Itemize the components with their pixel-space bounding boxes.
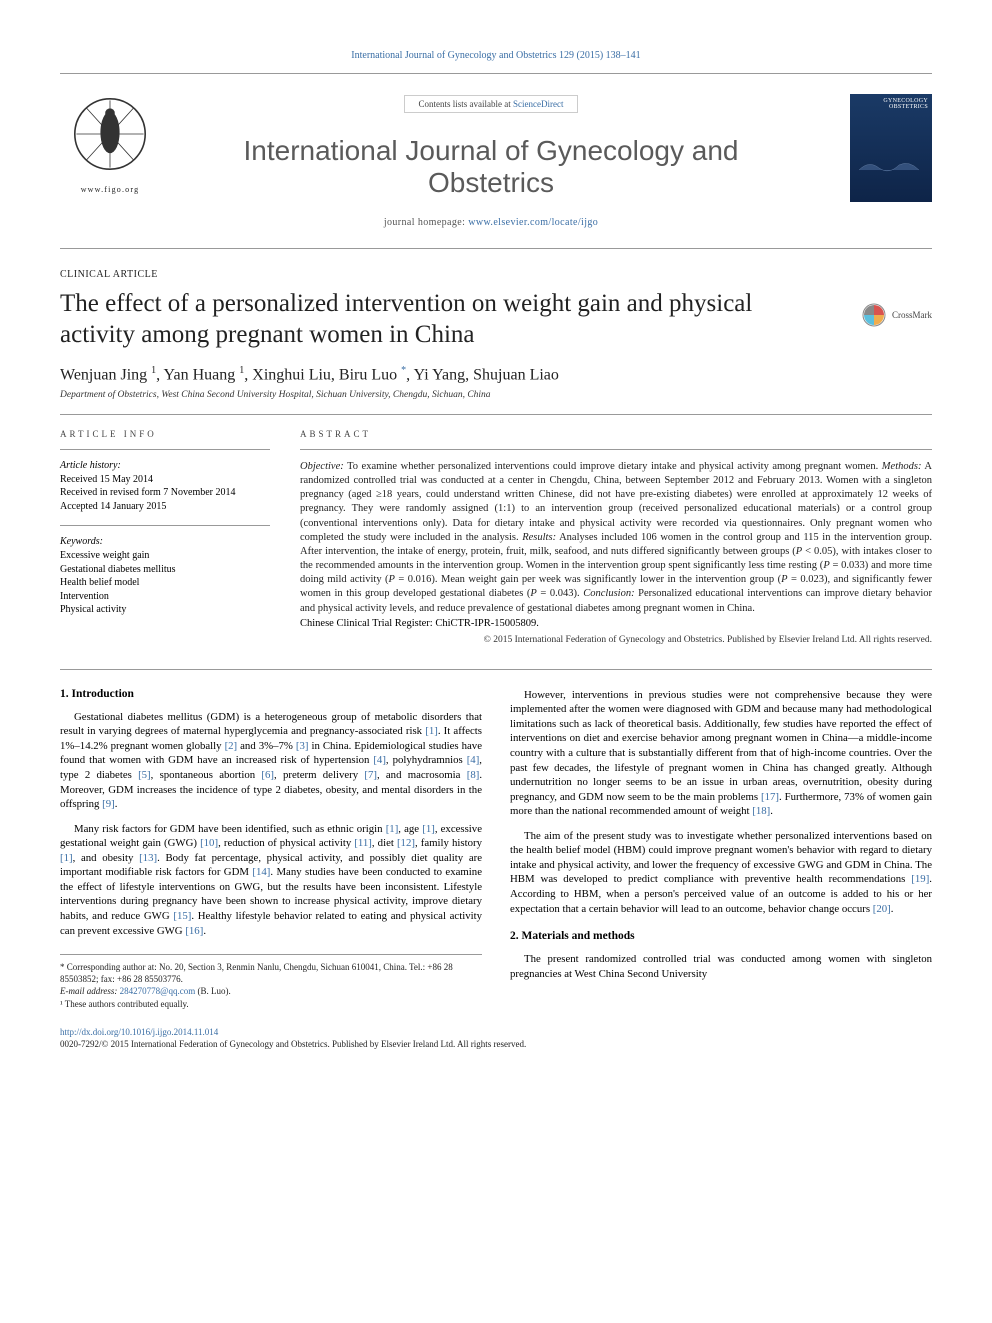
keyword: Excessive weight gain: [60, 549, 270, 563]
contents-box: Contents lists available at ScienceDirec…: [404, 95, 579, 113]
abstract-copyright: © 2015 International Federation of Gynec…: [300, 635, 932, 645]
authors-line: Wenjuan Jing 1, Yan Huang 1, Xinghui Liu…: [60, 365, 932, 384]
email-who: (B. Luo).: [195, 986, 231, 996]
crossmark-label: CrossMark: [892, 310, 932, 320]
crossmark-badge[interactable]: CrossMark: [862, 303, 932, 327]
homepage-link[interactable]: www.elsevier.com/locate/ijgo: [468, 217, 598, 228]
section-2-heading: 2. Materials and methods: [510, 930, 932, 942]
affiliation: Department of Obstetrics, West China Sec…: [60, 390, 932, 400]
para: Many risk factors for GDM have been iden…: [60, 822, 482, 939]
email-footnote: E-mail address: 284270778@qq.com (B. Luo…: [60, 985, 482, 997]
figo-logo-icon: [70, 94, 150, 174]
registry-line: Chinese Clinical Trial Register: ChiCTR-…: [300, 618, 932, 629]
crossmark-icon: [862, 303, 886, 327]
doi-link[interactable]: http://dx.doi.org/10.1016/j.ijgo.2014.11…: [60, 1027, 218, 1037]
body-col-right: However, interventions in previous studi…: [510, 688, 932, 1010]
top-citation-link[interactable]: International Journal of Gynecology and …: [351, 50, 640, 61]
equal-contrib-footnote: ¹ These authors contributed equally.: [60, 998, 482, 1010]
keyword: Intervention: [60, 590, 270, 604]
section-label: CLINICAL ARTICLE: [60, 269, 932, 280]
history-line: Received in revised form 7 November 2014: [60, 486, 270, 500]
history-line: Received 15 May 2014: [60, 473, 270, 487]
issn-copyright: 0020-7292/© 2015 International Federatio…: [60, 1039, 526, 1049]
abstract-heading: abstract: [300, 429, 932, 439]
keyword: Physical activity: [60, 603, 270, 617]
history-label: Article history:: [60, 460, 270, 471]
sciencedirect-link[interactable]: ScienceDirect: [513, 99, 563, 109]
para: The aim of the present study was to inve…: [510, 829, 932, 916]
history-line: Accepted 14 January 2015: [60, 500, 270, 514]
cover-map-icon: [854, 150, 924, 190]
corresponding-footnote: * Corresponding author at: No. 20, Secti…: [60, 961, 482, 985]
journal-cover-thumb: GYNECOLOGY OBSTETRICS: [850, 94, 932, 202]
para: However, interventions in previous studi…: [510, 688, 932, 819]
journal-name: International Journal of Gynecology and …: [180, 135, 802, 199]
page: International Journal of Gynecology and …: [0, 0, 992, 1090]
masthead-center: Contents lists available at ScienceDirec…: [180, 94, 802, 228]
keyword: Gestational diabetes mellitus: [60, 563, 270, 577]
article-info-heading: article info: [60, 429, 270, 439]
homepage-prefix: journal homepage:: [384, 217, 468, 228]
footnotes: * Corresponding author at: No. 20, Secti…: [60, 954, 482, 1010]
info-abstract-row: article info Article history: Received 1…: [60, 414, 932, 645]
section-1-heading: 1. Introduction: [60, 688, 482, 700]
para: The present randomized controlled trial …: [510, 952, 932, 981]
email-label: E-mail address:: [60, 986, 117, 996]
abstract-text: Objective: To examine whether personaliz…: [300, 460, 932, 616]
journal-homepage: journal homepage: www.elsevier.com/locat…: [180, 217, 802, 228]
contents-prefix: Contents lists available at: [419, 99, 513, 109]
body-col-left: 1. Introduction Gestational diabetes mel…: [60, 688, 482, 1010]
cover-title: GYNECOLOGY OBSTETRICS: [854, 98, 928, 110]
keyword: Health belief model: [60, 576, 270, 590]
article-info-block: article info Article history: Received 1…: [60, 429, 270, 645]
para: Gestational diabetes mellitus (GDM) is a…: [60, 710, 482, 812]
figo-logo-block: www.figo.org: [60, 94, 160, 194]
top-citation: International Journal of Gynecology and …: [60, 50, 932, 61]
page-footer: http://dx.doi.org/10.1016/j.ijgo.2014.11…: [60, 1026, 932, 1050]
figo-url[interactable]: www.figo.org: [60, 185, 160, 194]
masthead: www.figo.org Contents lists available at…: [60, 73, 932, 249]
article-title: The effect of a personalized interventio…: [60, 288, 812, 351]
keywords-label: Keywords:: [60, 525, 270, 547]
body-columns: 1. Introduction Gestational diabetes mel…: [60, 669, 932, 1010]
abstract-block: abstract Objective: To examine whether p…: [300, 429, 932, 645]
email-link[interactable]: 284270778@qq.com: [120, 986, 196, 996]
